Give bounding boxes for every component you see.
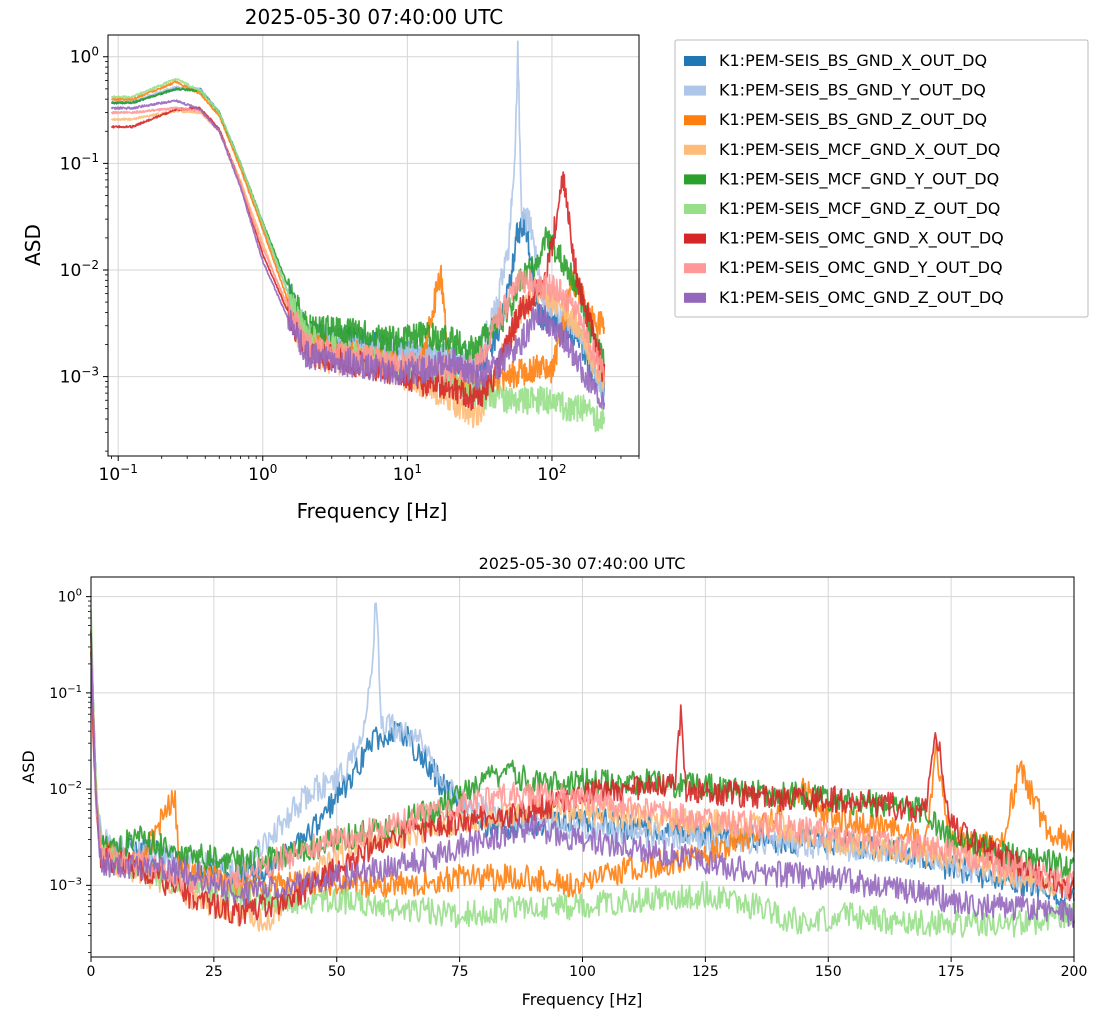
legend-label: K1:PEM-SEIS_MCF_GND_Z_OUT_DQ <box>719 199 1000 219</box>
top-x-tick-label: 102 <box>537 462 566 485</box>
legend-swatch <box>684 115 706 126</box>
top-ticks: 10−1 100 101 102 10−3 10−2 10−1 100 <box>60 45 640 485</box>
legend-label: K1:PEM-SEIS_OMC_GND_X_OUT_DQ <box>719 229 1004 249</box>
bottom-x-tick-label: 100 <box>569 964 596 980</box>
bottom-plot: 2025-05-30 07:40:00 UTC 0 25 50 75 100 125 150… <box>19 554 1087 1009</box>
legend-item: K1:PEM-SEIS_BS_GND_X_OUT_DQ <box>684 51 987 71</box>
top-plot: 2025-05-30 07:40:00 UTC 10−1 100 101 10210−… <box>21 5 640 523</box>
legend-label: K1:PEM-SEIS_MCF_GND_X_OUT_DQ <box>719 140 1000 160</box>
legend-item: K1:PEM-SEIS_MCF_GND_X_OUT_DQ <box>684 140 1000 160</box>
legend-label: K1:PEM-SEIS_BS_GND_Y_OUT_DQ <box>719 81 986 101</box>
top-y-tick-label: 10−1 <box>60 151 99 174</box>
bottom-x-tick-label: 75 <box>451 964 469 980</box>
bottom-x-tick-label: 150 <box>815 964 842 980</box>
legend-label: K1:PEM-SEIS_BS_GND_X_OUT_DQ <box>719 51 987 71</box>
bottom-x-tick-label: 50 <box>328 964 346 980</box>
bottom-y-tick-label: 10−2 <box>49 780 82 798</box>
bottom-x-axis-label: Frequency [Hz] <box>522 990 643 1009</box>
legend-swatch <box>684 144 706 155</box>
bottom-x-tick-label: 125 <box>692 964 719 980</box>
legend-items: K1:PEM-SEIS_BS_GND_X_OUT_DQ K1:PEM-SEIS_B… <box>684 51 1004 308</box>
legend-swatch <box>684 204 706 214</box>
legend-swatch <box>684 263 706 274</box>
legend-item: K1:PEM-SEIS_OMC_GND_Y_OUT_DQ <box>684 258 1003 278</box>
legend-label: K1:PEM-SEIS_BS_GND_Z_OUT_DQ <box>719 110 987 130</box>
top-x-axis-label: Frequency [Hz] <box>297 499 448 523</box>
bottom-plot-frame <box>90 576 1075 958</box>
top-x-tick-label: 100 <box>248 462 277 485</box>
top-series-line <box>110 99 606 410</box>
legend-item: K1:PEM-SEIS_MCF_GND_Y_OUT_DQ <box>684 169 999 189</box>
bottom-series <box>90 602 1075 938</box>
legend-item: K1:PEM-SEIS_MCF_GND_Z_OUT_DQ <box>684 199 1000 219</box>
bottom-plot-title: 2025-05-30 07:40:00 UTC <box>479 554 686 573</box>
top-x-tick-label: 10−1 <box>99 462 138 485</box>
legend-item: K1:PEM-SEIS_OMC_GND_Z_OUT_DQ <box>684 288 1004 308</box>
legend-label: K1:PEM-SEIS_OMC_GND_Z_OUT_DQ <box>719 288 1004 308</box>
legend: K1:PEM-SEIS_BS_GND_X_OUT_DQ K1:PEM-SEIS_B… <box>674 39 1089 318</box>
bottom-series-line <box>90 647 1075 932</box>
legend-swatch <box>684 85 706 96</box>
bottom-series-line <box>90 637 1075 896</box>
bottom-series-line <box>90 633 1075 928</box>
legend-item: K1:PEM-SEIS_BS_GND_Y_OUT_DQ <box>684 81 986 101</box>
legend-label: K1:PEM-SEIS_MCF_GND_Y_OUT_DQ <box>719 169 999 189</box>
bottom-x-tick-label: 0 <box>87 964 96 980</box>
top-y-tick-label: 10−2 <box>60 258 99 281</box>
top-series <box>110 40 606 433</box>
top-x-tick-label: 101 <box>393 462 422 485</box>
top-y-axis-label: ASD <box>21 224 45 266</box>
top-y-tick-label: 100 <box>70 45 99 68</box>
legend-swatch <box>684 174 706 185</box>
legend-item: K1:PEM-SEIS_OMC_GND_X_OUT_DQ <box>684 229 1004 249</box>
legend-swatch <box>684 292 706 303</box>
top-plot-title: 2025-05-30 07:40:00 UTC <box>245 5 503 29</box>
top-y-tick-label: 10−3 <box>60 364 99 387</box>
bottom-x-tick-label: 200 <box>1061 964 1088 980</box>
bottom-y-tick-label: 100 <box>58 588 82 606</box>
top-plot-frame <box>107 34 640 457</box>
legend-swatch <box>684 233 706 244</box>
legend-item: K1:PEM-SEIS_BS_GND_Z_OUT_DQ <box>684 110 987 130</box>
bottom-x-tick-label: 25 <box>205 964 223 980</box>
bottom-x-tick-label: 175 <box>938 964 965 980</box>
bottom-y-axis-label: ASD <box>19 750 38 783</box>
bottom-y-tick-label: 10−1 <box>49 684 82 702</box>
legend-swatch <box>684 56 706 66</box>
top-grid <box>108 35 639 456</box>
legend-label: K1:PEM-SEIS_OMC_GND_Y_OUT_DQ <box>719 258 1003 278</box>
top-series-line <box>110 106 606 387</box>
legend-frame <box>674 39 1089 318</box>
bottom-y-tick-label: 10−3 <box>49 876 82 894</box>
